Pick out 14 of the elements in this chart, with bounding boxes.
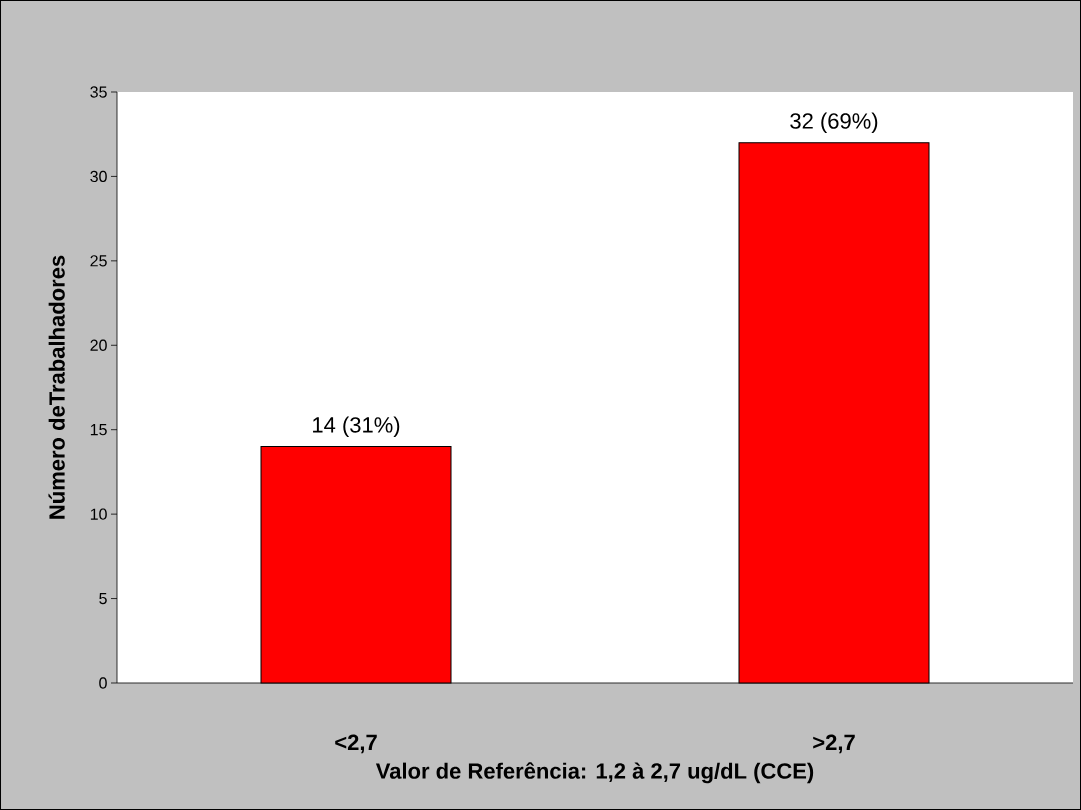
data-label: 14 (31%) [313,416,400,438]
y-tick-label: 0 [99,677,107,689]
y-tick-label: 30 [90,170,107,183]
y-tick-label: 25 [90,255,107,267]
x-axis-title: Valor de Referência: 1,2 à 2,7 ug/dL (CCE) [375,762,814,784]
y-axis-title: Número deTrabalhadores [48,255,65,519]
data-label: 32 (69%) [790,112,878,134]
x-tick-label: <2,7 [335,734,377,754]
x-tick-label: >2,7 [813,734,855,754]
y-tick-label: 20 [90,339,107,351]
y-tick-label: 15 [90,424,107,436]
y-tick-label: 10 [90,508,107,520]
y-tick-label: 5 [99,592,107,605]
y-tick-label: 35 [90,86,107,98]
